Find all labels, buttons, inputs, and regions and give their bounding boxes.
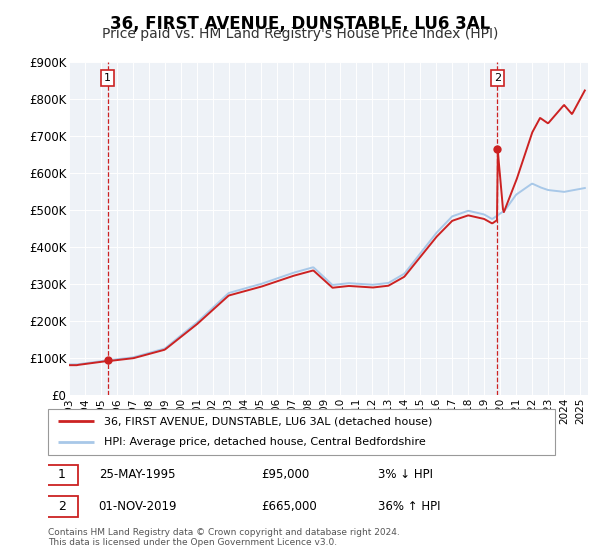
Text: 1: 1	[58, 468, 66, 482]
FancyBboxPatch shape	[48, 409, 555, 455]
Text: £665,000: £665,000	[261, 500, 317, 513]
Text: 1: 1	[104, 73, 111, 83]
FancyBboxPatch shape	[46, 465, 79, 485]
Text: £95,000: £95,000	[261, 468, 309, 482]
Text: 36% ↑ HPI: 36% ↑ HPI	[377, 500, 440, 513]
Text: 2: 2	[494, 73, 501, 83]
Text: HPI: Average price, detached house, Central Bedfordshire: HPI: Average price, detached house, Cent…	[104, 437, 425, 447]
Text: Contains HM Land Registry data © Crown copyright and database right 2024.
This d: Contains HM Land Registry data © Crown c…	[48, 528, 400, 547]
Text: 25-MAY-1995: 25-MAY-1995	[98, 468, 175, 482]
FancyBboxPatch shape	[46, 496, 79, 516]
Text: 2: 2	[58, 500, 66, 513]
Text: 01-NOV-2019: 01-NOV-2019	[98, 500, 177, 513]
Text: 36, FIRST AVENUE, DUNSTABLE, LU6 3AL: 36, FIRST AVENUE, DUNSTABLE, LU6 3AL	[110, 15, 490, 33]
Text: 3% ↓ HPI: 3% ↓ HPI	[377, 468, 433, 482]
Text: 36, FIRST AVENUE, DUNSTABLE, LU6 3AL (detached house): 36, FIRST AVENUE, DUNSTABLE, LU6 3AL (de…	[104, 416, 432, 426]
Text: Price paid vs. HM Land Registry's House Price Index (HPI): Price paid vs. HM Land Registry's House …	[102, 27, 498, 41]
